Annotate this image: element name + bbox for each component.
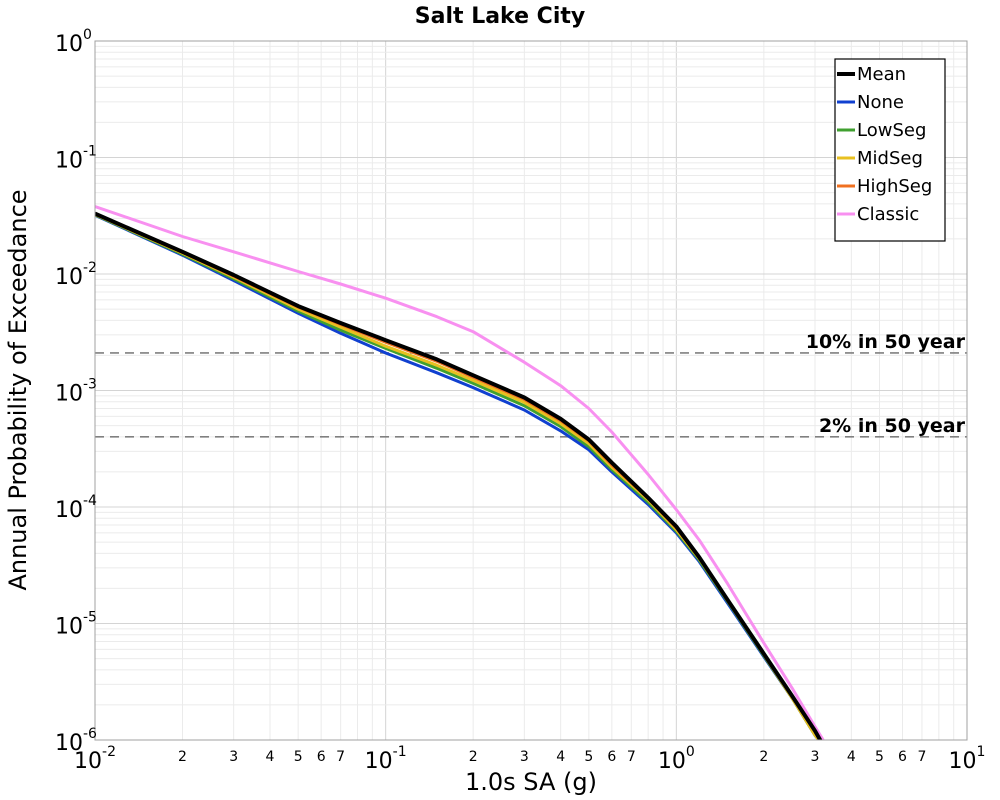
x-major-tick-label: 10-2 [74,744,116,774]
x-minor-tick-label: 4 [847,749,856,765]
legend-entry: MidSeg [857,148,923,169]
y-major-tick-label: 100 [55,27,92,57]
x-minor-tick-label: 7 [336,749,345,765]
x-minor-tick-label: 4 [266,749,275,765]
x-minor-tick-label: 6 [317,749,326,765]
x-minor-tick-label: 7 [627,749,636,765]
y-major-tick-label: 10-6 [55,726,97,756]
x-major-tick-label: 100 [658,744,695,774]
legend: Mean None LowSeg MidSeg HighSeg Classic [834,58,946,242]
x-minor-tick-label: 2 [469,749,478,765]
reference-lines: 10% in 50 year 2% in 50 year [95,331,967,438]
legend-entry: HighSeg [857,176,932,197]
x-minor-tick-label: 3 [811,749,820,765]
x-minor-tick-label: 2 [178,749,187,765]
x-minor-tick-label: 4 [556,749,565,765]
x-minor-tick-label: 5 [875,749,884,765]
series-lines [95,205,825,740]
series-line-lowseg [95,213,821,740]
x-major-tick-label: 10-1 [365,744,407,774]
x-minor-tick-label: 2 [759,749,768,765]
x-minor-tick-label: 5 [294,749,303,765]
legend-entry: Mean [857,64,906,85]
legend-entry: LowSeg [857,120,926,141]
y-axis-label: Annual Probability of Exceedance [4,189,32,590]
x-major-tick-label: 101 [949,744,986,774]
y-major-tick-label: 10-4 [55,493,97,523]
legend-box [834,58,946,242]
y-major-tick-label: 10-3 [55,377,97,407]
x-minor-tick-label: 3 [229,749,238,765]
x-minor-tick-label: 6 [898,749,907,765]
grid [94,41,967,741]
y-major-tick-label: 10-2 [55,260,97,290]
series-line-midseg [95,213,821,740]
y-major-tick-label: 10-5 [55,610,97,640]
chart-title: Salt Lake City [415,4,585,29]
series-line-none [95,213,821,740]
reference-line-label: 10% in 50 year [806,331,966,353]
y-major-tick-label: 10-1 [55,144,97,174]
legend-entry: Classic [857,204,919,225]
series-line-highseg [95,212,822,740]
x-minor-tick-label: 5 [584,749,593,765]
legend-entry: None [857,92,904,113]
reference-line-label: 2% in 50 year [819,415,966,437]
plot-frame [94,40,968,741]
x-axis-label: 1.0s SA (g) [465,768,597,796]
x-minor-tick-label: 6 [607,749,616,765]
series-line-classic [95,205,825,740]
series-line-mean [95,211,823,740]
x-minor-tick-label: 7 [918,749,927,765]
x-minor-tick-label: 3 [520,749,529,765]
